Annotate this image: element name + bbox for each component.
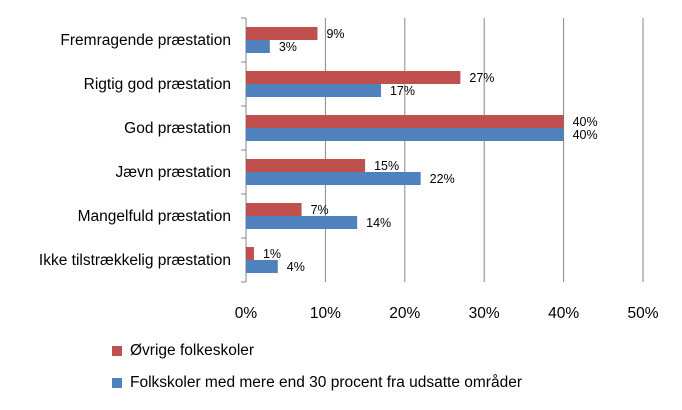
data-label: 7% [311,203,329,217]
bar-series-2 [246,84,381,97]
data-label: 27% [469,71,494,85]
bar-series-2 [246,260,278,273]
category-label: God præstation [124,120,231,137]
x-tick-label: 20% [389,305,420,322]
bar-chart: 0% 10% 20% 30% 40% 50% Fremragende præstation 9… [39,17,659,322]
data-label: 15% [374,159,399,173]
x-tick-label: 0% [235,305,258,322]
labels: 0% 10% 20% 30% 40% 50% Fremragende præstation 9… [39,27,659,322]
gridlines [241,17,644,283]
data-label: 14% [366,216,391,230]
x-tick-label: 50% [627,305,658,322]
bar-series-2 [246,40,270,53]
x-tick-label: 30% [469,305,500,322]
legend-item-series-2: Folkskoler med mere end 30 procent fra u… [112,374,522,392]
category-label: Ikke tilstrækkelig præstation [39,252,231,269]
legend-swatch-red [112,346,122,356]
category-label: Jævn præstation [116,164,231,181]
data-label: 40% [573,115,598,129]
bar-series-1 [246,71,461,84]
legend-swatch-blue [112,378,122,388]
data-label: 1% [263,247,281,261]
bars [246,27,564,273]
data-label: 22% [430,172,455,186]
x-tick-label: 40% [548,305,579,322]
category-label: Fremragende præstation [60,32,231,49]
bar-series-1 [246,115,564,128]
bar-series-1 [246,159,366,172]
bar-series-2 [246,128,564,141]
data-label: 3% [279,40,297,54]
legend-item-series-1: Øvrige folkeskoler [112,342,254,360]
bar-series-2 [246,216,358,229]
bar-series-1 [246,27,318,40]
legend-label-series-1: Øvrige folkeskoler [130,342,255,359]
data-label: 40% [573,128,598,142]
x-tick-label: 10% [310,305,341,322]
bar-series-2 [246,172,421,185]
category-label: Mangelfuld præstation [78,208,231,225]
bar-series-1 [246,247,254,260]
data-label: 17% [390,84,415,98]
data-label: 4% [287,260,305,274]
category-label: Rigtig god præstation [84,76,231,93]
data-label: 9% [326,27,344,41]
legend-label-series-2: Folkskoler med mere end 30 procent fra u… [130,374,522,391]
bar-series-1 [246,203,302,216]
